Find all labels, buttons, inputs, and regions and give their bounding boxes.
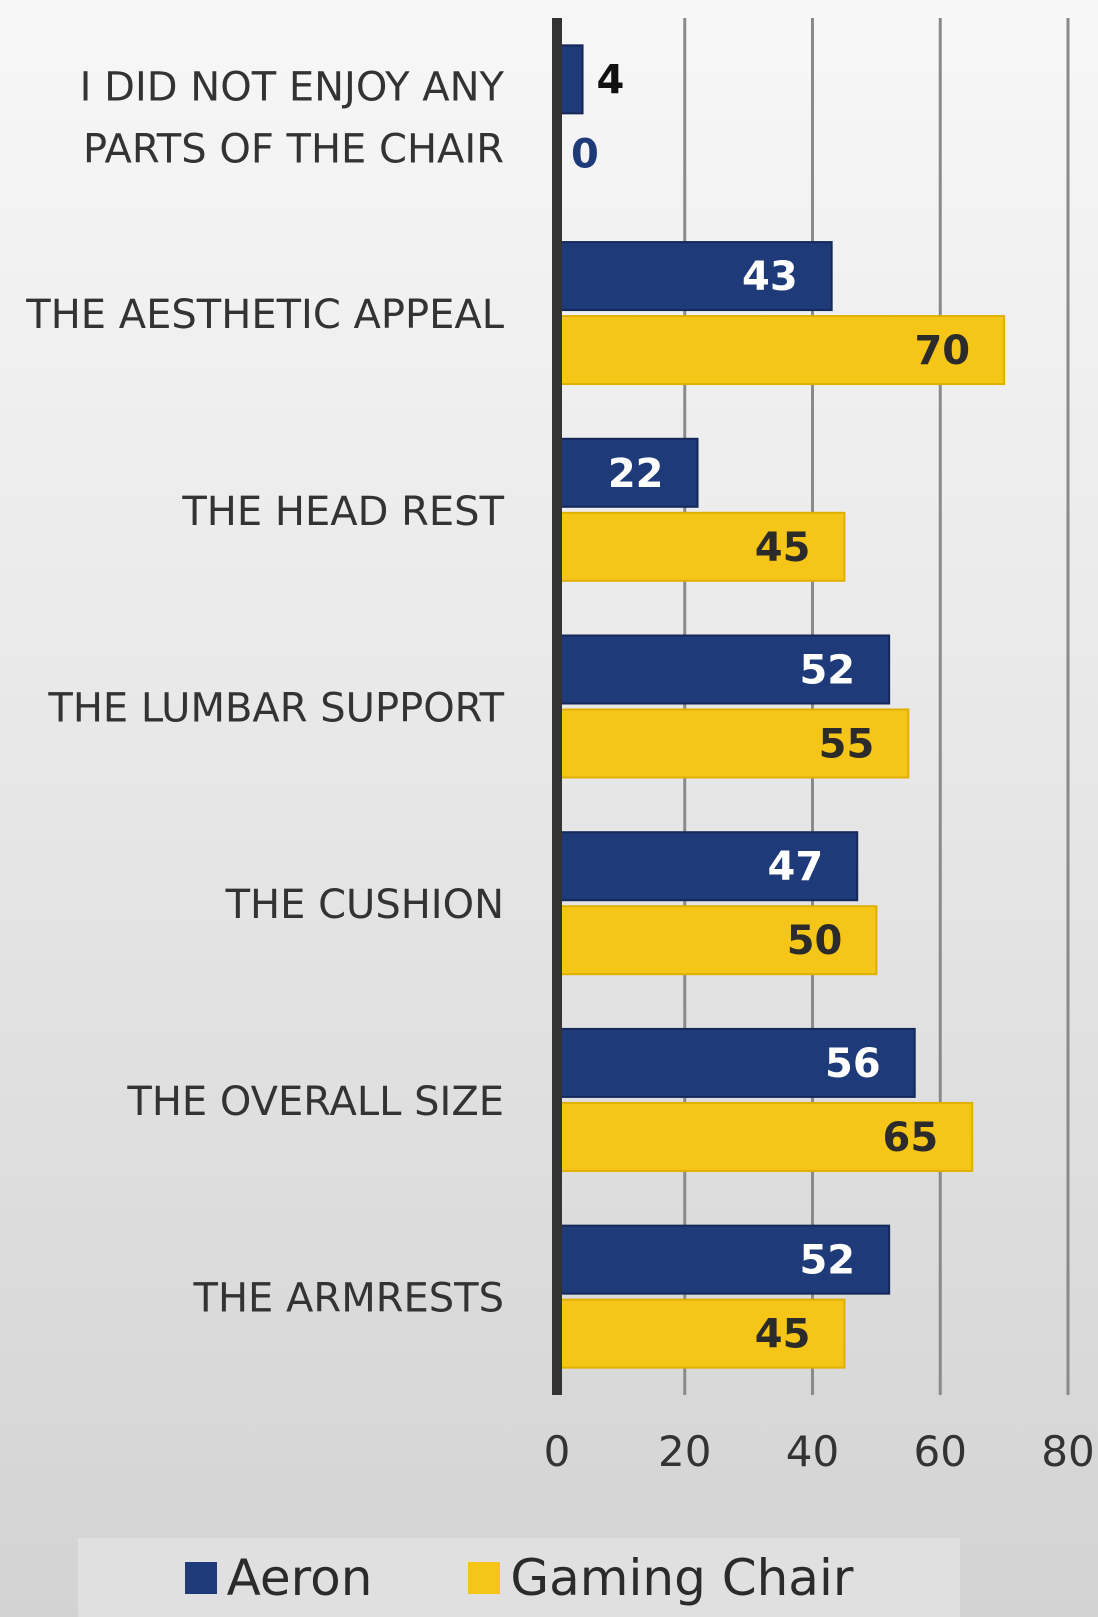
bar-gaming-chair-the-lumbar-support[interactable] <box>556 708 910 779</box>
data-label-gaming-chair: 70 <box>914 328 970 374</box>
legend-item-gaming-chair[interactable]: Gaming Chair <box>468 1553 853 1603</box>
data-label-gaming-chair: 55 <box>819 722 875 768</box>
legend-label-aeron: Aeron <box>226 1548 373 1607</box>
x-tick-label: 80 <box>1041 1427 1094 1476</box>
data-label-aeron: 47 <box>768 844 824 890</box>
bar-gaming-chair-the-armrests[interactable] <box>556 1298 846 1369</box>
data-label-aeron: 52 <box>799 648 855 694</box>
category-label: THE LUMBAR SUPPORT <box>47 686 504 732</box>
legend-swatch-aeron <box>184 1561 217 1594</box>
x-tick-label: 0 <box>544 1427 571 1476</box>
x-tick-label: 20 <box>658 1427 711 1476</box>
category-labels: I DID NOT ENJOY ANY PARTS OF THE CHAIR THE… <box>25 64 504 1321</box>
category-label: THE CUSHION <box>225 882 504 928</box>
bar-aeron-the-armrests[interactable] <box>556 1224 891 1295</box>
bar-aeron-the-aesthetic-appeal[interactable] <box>556 241 833 312</box>
legend-item-aeron[interactable]: Aeron <box>184 1548 373 1607</box>
data-label-aeron: 56 <box>825 1041 881 1087</box>
data-label-aeron: 4 <box>597 57 625 103</box>
category-label: THE AESTHETIC APPEAL <box>25 292 504 338</box>
data-label-gaming-chair: 50 <box>787 918 843 964</box>
bar-gaming-chair-the-aesthetic-appeal[interactable] <box>556 315 1006 386</box>
bar-aeron-the-overall-size[interactable] <box>556 1027 916 1098</box>
data-label-aeron: 22 <box>608 451 664 497</box>
data-label-gaming-chair: 45 <box>755 525 811 571</box>
grid-lines <box>683 18 1070 1395</box>
data-label-aeron: 43 <box>742 254 798 300</box>
y-axis-line <box>552 18 562 1395</box>
data-label-gaming-chair: 65 <box>883 1115 939 1161</box>
bar-gaming-chair-the-cushion[interactable] <box>556 905 878 976</box>
legend-label-gaming-chair: Gaming Chair <box>510 1548 854 1607</box>
legend-swatch-gaming-chair <box>468 1561 501 1594</box>
bars <box>556 44 1006 1369</box>
category-label: I DID NOT ENJOY ANY <box>80 64 505 110</box>
data-label-gaming-chair: 0 <box>571 131 599 177</box>
category-label: THE HEAD REST <box>181 489 504 535</box>
data-label-gaming-chair: 45 <box>755 1312 811 1358</box>
bar-aeron-the-cushion[interactable] <box>556 831 859 902</box>
legend: Aeron Gaming Chair <box>78 1538 960 1617</box>
category-label: THE OVERALL SIZE <box>126 1079 504 1125</box>
category-label: PARTS OF THE CHAIR <box>83 126 504 172</box>
x-axis-ticks: 0 20 40 60 80 <box>544 1427 1095 1476</box>
data-label-aeron: 52 <box>799 1238 855 1284</box>
x-tick-label: 60 <box>914 1427 967 1476</box>
category-label: THE ARMRESTS <box>193 1276 504 1322</box>
x-tick-label: 40 <box>786 1427 839 1476</box>
